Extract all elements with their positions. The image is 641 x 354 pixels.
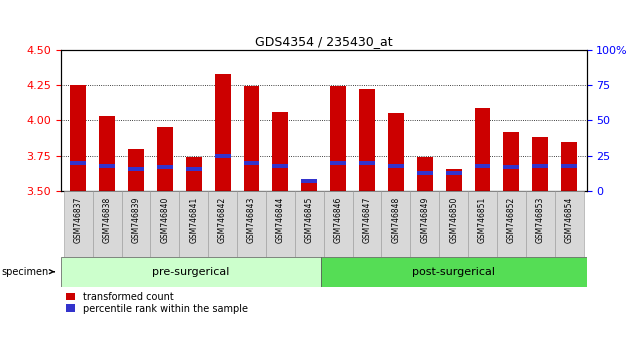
Text: GSM746838: GSM746838 xyxy=(103,196,112,242)
Bar xyxy=(474,164,490,168)
Bar xyxy=(237,191,266,257)
Bar xyxy=(301,178,317,183)
Bar xyxy=(468,191,497,257)
Bar xyxy=(215,74,231,191)
Text: post-surgerical: post-surgerical xyxy=(412,267,495,277)
Bar xyxy=(157,165,173,169)
Bar xyxy=(359,161,375,165)
Bar xyxy=(295,191,324,257)
Text: GSM746849: GSM746849 xyxy=(420,196,429,243)
Bar xyxy=(320,257,587,287)
Bar xyxy=(151,191,179,257)
Text: GSM746846: GSM746846 xyxy=(334,196,343,243)
Bar xyxy=(244,161,260,165)
Text: GSM746851: GSM746851 xyxy=(478,196,487,242)
Bar xyxy=(562,164,577,168)
Bar xyxy=(215,154,231,159)
Text: GSM746850: GSM746850 xyxy=(449,196,458,243)
Bar xyxy=(359,89,375,191)
Bar xyxy=(533,164,548,168)
Legend: transformed count, percentile rank within the sample: transformed count, percentile rank withi… xyxy=(66,292,248,314)
Bar xyxy=(61,257,320,287)
Bar xyxy=(99,116,115,191)
Bar xyxy=(71,85,86,191)
Bar xyxy=(417,171,433,175)
Bar xyxy=(417,157,433,191)
Bar xyxy=(324,191,353,257)
Text: pre-surgerical: pre-surgerical xyxy=(152,267,229,277)
Text: GSM746843: GSM746843 xyxy=(247,196,256,243)
Bar xyxy=(445,169,462,191)
Text: GSM746842: GSM746842 xyxy=(218,196,227,242)
Bar xyxy=(554,191,583,257)
Bar xyxy=(445,171,462,176)
Bar xyxy=(208,191,237,257)
Bar xyxy=(503,165,519,169)
Bar xyxy=(301,180,317,191)
Bar xyxy=(353,191,381,257)
Text: GSM746840: GSM746840 xyxy=(160,196,169,243)
Bar xyxy=(244,86,260,191)
Text: GSM746848: GSM746848 xyxy=(392,196,401,242)
Bar xyxy=(330,86,346,191)
Bar xyxy=(122,191,151,257)
Text: GSM746844: GSM746844 xyxy=(276,196,285,243)
Bar xyxy=(388,113,404,191)
Text: GSM746847: GSM746847 xyxy=(363,196,372,243)
Bar xyxy=(388,164,404,168)
Bar xyxy=(186,167,202,171)
Bar xyxy=(186,157,202,191)
Bar xyxy=(272,164,288,168)
Text: GSM746839: GSM746839 xyxy=(131,196,140,243)
Bar xyxy=(266,191,295,257)
Bar xyxy=(533,137,548,191)
Text: specimen: specimen xyxy=(1,267,54,277)
Bar xyxy=(381,191,410,257)
Bar xyxy=(503,132,519,191)
Bar xyxy=(330,161,346,165)
Bar xyxy=(562,142,577,191)
Bar xyxy=(64,191,93,257)
Bar xyxy=(93,191,122,257)
Bar xyxy=(410,191,439,257)
Bar xyxy=(128,149,144,191)
Bar xyxy=(474,108,490,191)
Bar xyxy=(526,191,554,257)
Text: GSM746852: GSM746852 xyxy=(507,196,516,242)
Bar xyxy=(157,127,173,191)
Bar xyxy=(128,167,144,171)
Text: GSM746841: GSM746841 xyxy=(189,196,198,242)
Text: GSM746845: GSM746845 xyxy=(304,196,313,243)
Text: GSM746837: GSM746837 xyxy=(74,196,83,243)
Bar xyxy=(99,164,115,168)
Bar xyxy=(272,112,288,191)
Text: GSM746853: GSM746853 xyxy=(536,196,545,243)
Title: GDS4354 / 235430_at: GDS4354 / 235430_at xyxy=(255,35,392,48)
Bar xyxy=(497,191,526,257)
Bar xyxy=(179,191,208,257)
Bar xyxy=(439,191,468,257)
Text: GSM746854: GSM746854 xyxy=(565,196,574,243)
Bar xyxy=(71,161,86,165)
